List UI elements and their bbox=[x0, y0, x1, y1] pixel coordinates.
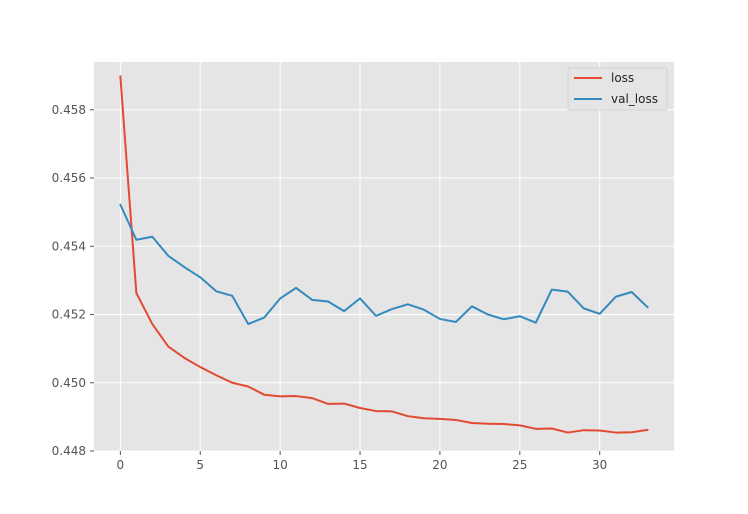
y-tick-label: 0.452 bbox=[52, 308, 86, 322]
y-tick-label: 0.458 bbox=[52, 103, 86, 117]
series-lines bbox=[119, 75, 649, 434]
axes: 0.448 0.450 0.452 0.454 0.456 0.458 0 5 10 15 20 25… bbox=[52, 103, 608, 472]
x-tick-label: 25 bbox=[512, 458, 527, 472]
series-line-val-loss bbox=[119, 203, 649, 326]
y-tick-label: 0.448 bbox=[52, 444, 86, 458]
x-tick-label: 10 bbox=[273, 458, 288, 472]
legend-label-loss: loss bbox=[611, 71, 634, 85]
legend-label-val-loss: val_loss bbox=[611, 92, 658, 106]
legend: loss val_loss bbox=[567, 67, 668, 111]
plot-area bbox=[94, 62, 674, 451]
series-line-loss bbox=[119, 75, 649, 434]
y-tick-label: 0.450 bbox=[52, 376, 86, 390]
x-tick-label: 5 bbox=[196, 458, 204, 472]
x-tick-label: 20 bbox=[432, 458, 447, 472]
x-tick-label: 0 bbox=[117, 458, 125, 472]
y-tick-label: 0.456 bbox=[52, 171, 86, 185]
x-tick-label: 30 bbox=[592, 458, 607, 472]
x-tick-label: 15 bbox=[352, 458, 367, 472]
y-tick-label: 0.454 bbox=[52, 239, 86, 253]
grid bbox=[94, 62, 674, 452]
